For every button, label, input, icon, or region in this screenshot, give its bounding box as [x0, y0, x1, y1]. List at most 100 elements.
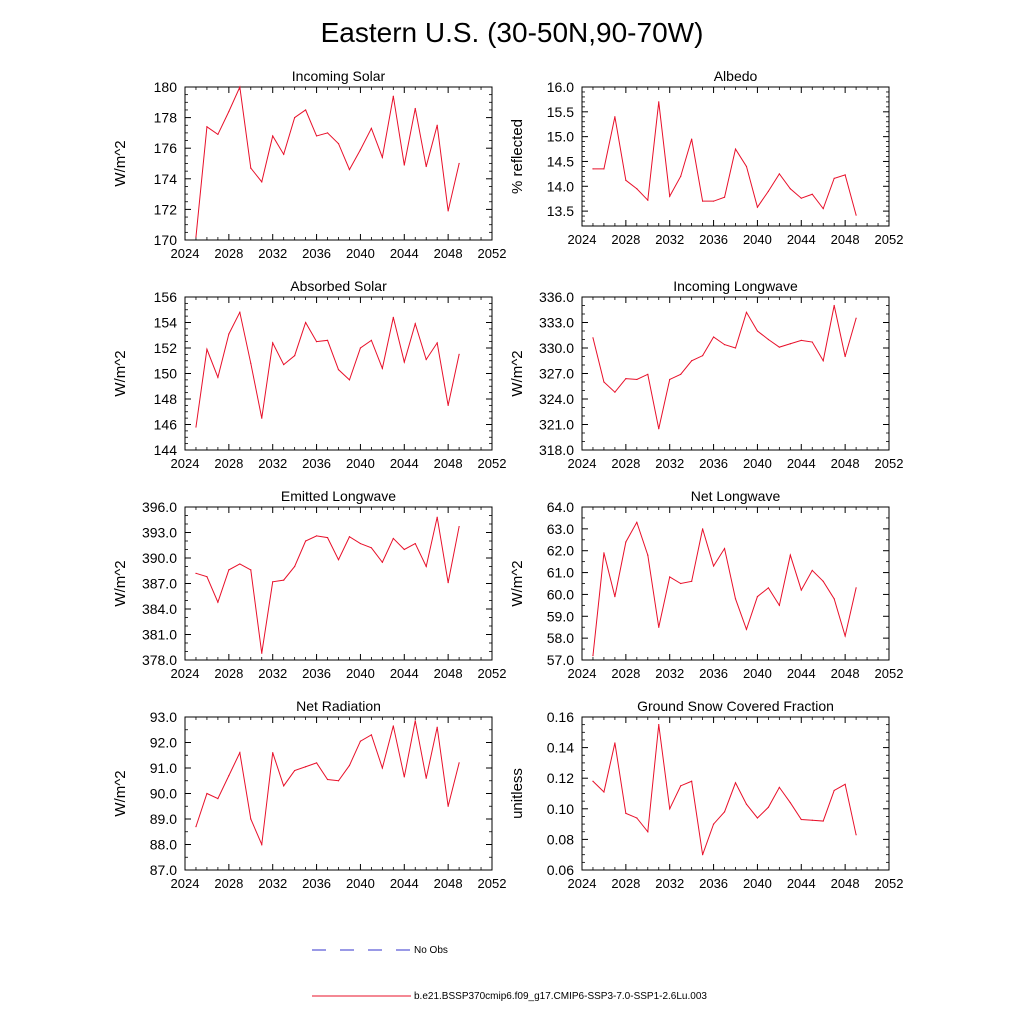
data-point — [239, 752, 241, 754]
data-point — [691, 580, 693, 582]
data-point — [206, 126, 208, 128]
data-point — [833, 177, 835, 179]
series-line-model — [195, 85, 460, 237]
data-point — [647, 199, 649, 201]
x-tick-label: 2052 — [478, 456, 507, 471]
data-point — [702, 200, 704, 202]
x-tick-label: 2048 — [434, 666, 463, 681]
y-tick-label: 378.0 — [142, 652, 177, 668]
x-tick-label: 2040 — [346, 666, 375, 681]
data-point — [239, 311, 241, 313]
y-tick-label: 0.06 — [547, 862, 574, 878]
data-point — [381, 367, 383, 369]
y-tick-label: 0.14 — [547, 740, 574, 756]
x-tick-label: 2036 — [699, 666, 728, 681]
data-point — [436, 342, 438, 344]
data-point — [294, 355, 296, 357]
y-tick-label: 15.5 — [547, 104, 574, 120]
panel-3: Absorbed Solar W/m^2 2024 2028 2032 2036 2040 2… — [112, 278, 506, 471]
x-tick-label: 2036 — [699, 232, 728, 247]
y-tick-label: 318.0 — [539, 442, 574, 458]
data-point — [712, 565, 715, 567]
data-point — [403, 548, 405, 551]
y-tick-label: 333.0 — [539, 315, 574, 331]
data-point — [756, 206, 759, 208]
data-point — [217, 601, 219, 603]
data-point — [822, 580, 824, 582]
x-tick-label: 2028 — [611, 666, 640, 681]
y-tick-label: 170 — [154, 232, 178, 248]
data-point — [778, 604, 780, 606]
y-tick-label: 87.0 — [150, 862, 177, 878]
data-point — [778, 173, 780, 175]
x-tick-label: 2036 — [302, 246, 331, 261]
data-point — [337, 780, 340, 782]
x-tick-label: 2048 — [831, 876, 860, 891]
data-point — [767, 806, 769, 808]
data-point — [326, 339, 329, 341]
data-point — [800, 197, 802, 199]
x-tick-label: 2024 — [568, 456, 597, 471]
plot-frame — [581, 86, 890, 227]
data-point — [392, 725, 394, 727]
y-tick-label: 61.0 — [547, 565, 574, 581]
y-axis-label: W/m^2 — [112, 560, 129, 606]
x-tick-label: 2028 — [611, 876, 640, 891]
x-tick-label: 2044 — [390, 876, 419, 891]
data-point — [745, 803, 748, 805]
y-tick-label: 393.0 — [142, 525, 177, 541]
data-point — [745, 311, 748, 313]
plot-frame — [184, 506, 493, 661]
data-point — [425, 358, 427, 361]
y-tick-label: 144 — [154, 442, 178, 458]
series-line-model — [592, 724, 857, 855]
y-tick-label: 59.0 — [547, 608, 574, 624]
data-point — [734, 598, 737, 600]
y-tick-label: 178 — [154, 110, 178, 126]
data-point — [723, 196, 726, 198]
x-tick-label: 2052 — [875, 456, 904, 471]
panel-title: Incoming Longwave — [673, 278, 798, 294]
y-axis-label: unitless — [509, 768, 526, 819]
data-point — [228, 110, 230, 113]
data-point — [734, 148, 737, 150]
x-tick-label: 2052 — [875, 876, 904, 891]
y-axis-label: % reflected — [509, 119, 526, 194]
data-point — [458, 162, 460, 165]
y-tick-label: 88.0 — [150, 837, 177, 853]
data-point — [734, 347, 737, 349]
x-tick-label: 2040 — [346, 246, 375, 261]
data-point — [669, 576, 671, 578]
x-tick-label: 2032 — [655, 876, 684, 891]
data-point — [337, 143, 340, 145]
series-line-model — [592, 521, 857, 656]
data-point — [195, 572, 197, 574]
data-point — [712, 336, 715, 338]
y-tick-label: 0.10 — [547, 801, 574, 817]
data-point — [261, 843, 263, 846]
panel-title: Net Longwave — [691, 488, 781, 504]
y-tick-label: 148 — [154, 391, 178, 407]
x-tick-label: 2044 — [390, 666, 419, 681]
data-point — [228, 333, 230, 335]
series-line-model — [592, 305, 857, 429]
data-point — [337, 559, 340, 561]
y-tick-label: 58.0 — [547, 630, 574, 646]
data-point — [305, 540, 307, 542]
x-tick-label: 2048 — [831, 456, 860, 471]
data-point — [658, 428, 660, 430]
data-point — [767, 190, 769, 192]
data-point — [592, 337, 594, 339]
data-point — [239, 563, 241, 565]
plot-frame — [184, 296, 493, 451]
x-tick-label: 2052 — [478, 876, 507, 891]
data-point — [392, 537, 394, 540]
x-tick-label: 2032 — [258, 456, 287, 471]
data-point — [811, 341, 813, 343]
data-point — [294, 117, 296, 119]
data-point — [603, 791, 605, 793]
data-point — [261, 181, 263, 183]
data-point — [669, 808, 671, 810]
data-point — [217, 798, 219, 800]
data-point — [636, 521, 638, 523]
